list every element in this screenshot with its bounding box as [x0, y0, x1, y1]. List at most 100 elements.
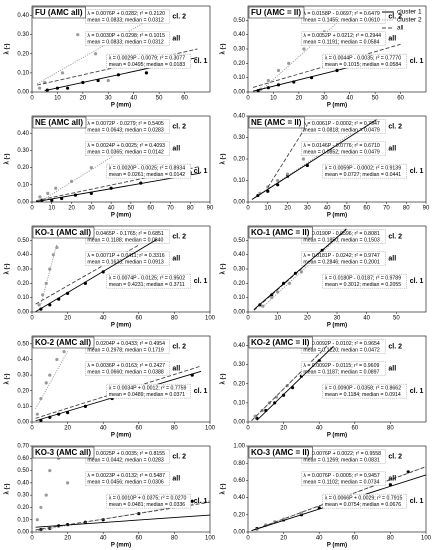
- x-axis-label: P (mm): [327, 433, 347, 439]
- fit-stats: mean = 0.1623; median = 0.0913: [87, 260, 164, 266]
- fit-label: cl. 2: [172, 343, 186, 350]
- y-tick-label: 0.00: [17, 310, 29, 316]
- panel-title: KO-3 (AMC all): [35, 448, 91, 457]
- y-axis-label: λ (-): [5, 44, 11, 55]
- fit-line: [267, 124, 308, 188]
- fit-stats: mean = 0.2978; median = 0.1719: [87, 347, 164, 353]
- y-tick-label: 0.70: [17, 444, 29, 450]
- x-tick-label: 30: [334, 316, 341, 322]
- fit-equation: λ = 0.0076P - 0.0005; r² = 0.9457: [303, 473, 379, 479]
- data-point: [44, 493, 48, 497]
- title-box: [248, 6, 305, 19]
- y-tick-label: 0.40: [17, 252, 29, 258]
- legend-label: cluster 1: [397, 9, 422, 16]
- fit-label: cl. 1: [194, 58, 208, 65]
- fit-stats: mean = 0.0852; median = 0.0479: [303, 150, 380, 156]
- y-tick-label: 0.40: [17, 131, 29, 137]
- x-tick-label: 50: [128, 206, 135, 212]
- x-tick-label: 10: [270, 96, 277, 102]
- fit-stats: mean = 0.1184; median = 0.0914: [325, 392, 401, 398]
- x-tick-label: 10: [48, 206, 55, 212]
- x-tick-label: 80: [171, 426, 178, 432]
- y-tick-label: 0.30: [233, 362, 245, 368]
- x-tick-label: 80: [187, 206, 194, 212]
- x-tick-label: 100: [205, 316, 216, 322]
- fit-label: cl. 1: [410, 168, 424, 175]
- fit-line: [36, 48, 198, 86]
- y-tick-label: 0.20: [17, 281, 29, 287]
- y-tick-label: 0.20: [17, 505, 29, 511]
- fit-stats: mean = 0.1850; median = 0.1503: [303, 237, 380, 243]
- fit-label: cl. 2: [172, 123, 186, 130]
- x-tick-label: 40: [324, 206, 331, 212]
- fit-equation: λ = 0.0181P - 0.0242; r² = 0.9747: [303, 253, 379, 259]
- legend-label: cluster 2: [397, 17, 422, 24]
- fit-label: cl. 1: [194, 388, 208, 395]
- annotation-box: [301, 31, 386, 46]
- fit-label: cl. 2: [172, 453, 186, 460]
- fit-equation: λ = 0.0029P - 0.0079; r² = 0.3077: [109, 56, 185, 62]
- panel-title: KO-3 (AMC = II): [251, 448, 310, 457]
- y-axis-label: λ (-): [221, 484, 227, 495]
- x-tick-label: 50: [156, 96, 163, 102]
- fit-stats: mean = 0.1455; median = 0.0610: [303, 17, 380, 23]
- x-tick-label: 60: [147, 206, 154, 212]
- y-tick-label: 0.10: [233, 178, 245, 184]
- y-tick-label: 0.30: [233, 135, 245, 141]
- x-tick-label: 60: [135, 316, 142, 322]
- x-axis-label: P (mm): [111, 213, 131, 219]
- data-point: [66, 481, 70, 485]
- fit-label: cl. 1: [410, 58, 424, 65]
- fit-label: cl. 1: [410, 388, 424, 395]
- fit-equation: λ = 0.0024P + 0.0025; r² = 0.4093: [87, 143, 165, 149]
- x-tick-label: 80: [171, 536, 178, 542]
- x-tick-label: 40: [316, 426, 323, 432]
- fit-equation: λ = 0.0034P + 0.0012; r² = 0.7759: [109, 386, 187, 392]
- fit-equation: λ = 0.0030P + 0.0298; r² = 0.1015: [87, 33, 165, 39]
- x-tick-label: 20: [68, 206, 75, 212]
- y-tick-label: 0.30: [17, 32, 29, 38]
- data-point: [48, 373, 52, 377]
- data-point: [301, 157, 305, 161]
- data-point: [266, 78, 270, 83]
- y-tick-label: 0.40: [233, 252, 245, 258]
- fit-equation: λ = 0.0092P - 0.0115; r² = 0.9609: [303, 363, 379, 369]
- y-tick-label: 0.00: [233, 200, 245, 206]
- x-axis-label: P (mm): [111, 433, 131, 439]
- annotation-box: [322, 53, 407, 69]
- panel: 0.00 0.10 0.20 0.30 0.40 0 10 20 30 40 50 60 70 80 90 P…: [5, 115, 214, 219]
- x-tick-label: 30: [88, 206, 95, 212]
- x-tick-label: 80: [403, 206, 410, 212]
- data-point: [62, 350, 66, 354]
- panel-title: NE (AMC all): [35, 118, 83, 127]
- title-box: [32, 6, 86, 19]
- title-box: [248, 116, 305, 129]
- panel: 0.00 0.20 0.40 0.60 0.80 1.00 0 20 40 60 80 100 P (m…: [221, 444, 432, 549]
- data-point: [38, 86, 42, 90]
- panel-title: KO-1 (AMC = II): [251, 228, 310, 237]
- fit-equation: λ = 0.0052P + 0.0212; r² = 0.2944: [303, 33, 381, 39]
- data-point: [48, 468, 52, 473]
- data-point: [35, 518, 39, 522]
- title-box: [32, 446, 95, 459]
- fit-equation: λ = 0.0092P - 0.0102; r² = 0.9654: [303, 341, 379, 347]
- annotation-box: [301, 361, 386, 376]
- panel-title: FU (AMC = II): [251, 8, 301, 17]
- y-tick-label: 0.10: [17, 517, 29, 523]
- y-tick-label: 0.20: [17, 388, 29, 394]
- x-tick-label: 50: [393, 316, 400, 322]
- fit-stats: mean = 0.0489; median = 0.0371: [109, 392, 186, 398]
- x-tick-label: 70: [167, 206, 174, 212]
- fit-equation: λ = 0.0044P - 0.0035; r² = 0.7770: [325, 56, 401, 62]
- x-tick-label: 60: [135, 536, 142, 542]
- x-tick-label: 0: [30, 536, 34, 542]
- panel-title: KO-2 (AMC all): [35, 338, 91, 347]
- fit-line: [253, 229, 347, 310]
- fit-line: [35, 239, 157, 313]
- fit-label: cl. 1: [194, 498, 208, 505]
- x-tick-label: 60: [351, 536, 358, 542]
- fit-equation: λ = 0.0072P - 0.0279; r² = 0.5405: [87, 121, 163, 127]
- y-tick-label: 0.00: [233, 420, 245, 426]
- y-tick-label: 0.10: [17, 295, 29, 301]
